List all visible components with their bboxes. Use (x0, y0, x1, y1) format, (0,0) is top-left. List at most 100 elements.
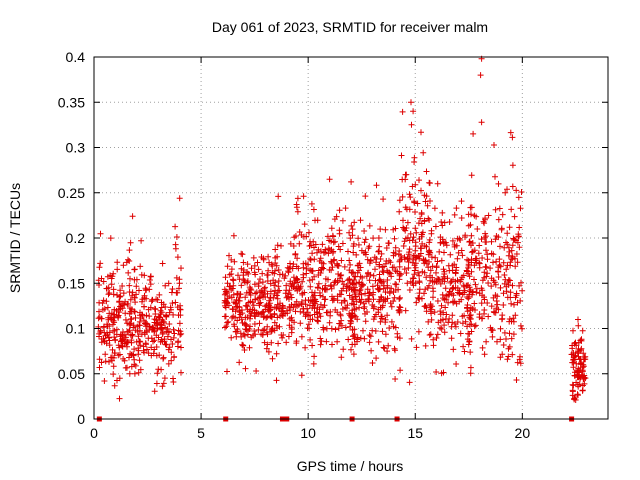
data-point (492, 236, 499, 243)
data-point (127, 296, 134, 303)
data-point (382, 331, 389, 338)
data-point (432, 223, 439, 230)
data-point (137, 309, 143, 316)
data-point (370, 296, 377, 303)
data-point (437, 239, 444, 246)
data-point (272, 260, 279, 266)
data-point (328, 258, 335, 265)
y-tick-label: 0.1 (66, 321, 86, 337)
data-point (427, 267, 434, 274)
data-point (175, 327, 182, 334)
data-point (357, 299, 364, 306)
data-point (228, 271, 235, 277)
data-point (411, 199, 418, 206)
data-point (390, 323, 397, 330)
data-point (252, 313, 259, 320)
data-point (135, 369, 142, 376)
data-point (509, 242, 516, 249)
data-point (416, 272, 423, 279)
data-point (159, 260, 166, 267)
data-point (169, 286, 176, 292)
data-point (407, 230, 414, 237)
y-tick-label: 0.35 (58, 94, 85, 110)
data-point (335, 271, 342, 277)
data-point (152, 311, 159, 317)
data-point (581, 375, 587, 382)
data-point (500, 342, 507, 348)
data-point (326, 319, 333, 326)
data-point (375, 248, 382, 255)
data-point (366, 332, 373, 339)
data-point (330, 248, 337, 255)
data-point (467, 315, 474, 322)
data-point (307, 257, 314, 263)
data-point (320, 324, 327, 331)
data-point (441, 271, 448, 277)
data-point (357, 217, 364, 224)
y-tick-label: 0 (77, 411, 85, 427)
data-point (405, 265, 412, 271)
data-point (270, 277, 277, 284)
data-point (256, 300, 263, 307)
data-point (416, 177, 422, 184)
data-point (578, 345, 585, 352)
data-point (408, 99, 414, 106)
data-point (465, 330, 472, 337)
data-point (158, 336, 165, 343)
data-point (495, 216, 502, 223)
data-point (114, 259, 121, 266)
data-point (406, 379, 413, 386)
data-point (154, 325, 161, 332)
data-point (114, 377, 120, 384)
data-point (498, 225, 505, 232)
data-point (494, 301, 501, 308)
data-point (302, 313, 309, 320)
data-point (316, 258, 323, 264)
data-point (307, 267, 314, 274)
data-point (457, 237, 464, 243)
data-point (485, 280, 492, 286)
data-point (300, 233, 307, 240)
data-point (135, 333, 142, 340)
data-point (445, 299, 452, 306)
data-point (237, 311, 244, 318)
data-point (336, 230, 343, 237)
data-point (570, 353, 577, 360)
data-point (407, 194, 414, 201)
data-point (413, 229, 420, 236)
data-point (158, 325, 165, 332)
data-point (465, 282, 472, 289)
data-point (385, 342, 392, 349)
data-point (487, 265, 494, 272)
data-point (246, 326, 253, 332)
data-point (443, 293, 450, 299)
data-point (123, 259, 130, 266)
data-point (395, 307, 402, 314)
data-point (578, 360, 584, 367)
data-point (482, 230, 489, 237)
data-point (317, 292, 324, 299)
data-point (366, 243, 373, 250)
data-point (177, 331, 184, 338)
data-point (224, 319, 231, 326)
data-point (304, 325, 311, 332)
data-point (224, 263, 231, 270)
data-point (579, 382, 586, 389)
data-point (262, 303, 269, 310)
data-point (320, 304, 326, 311)
data-point (228, 256, 235, 263)
data-point (462, 234, 468, 240)
data-point (401, 266, 408, 273)
data-point (238, 250, 245, 257)
data-point (352, 286, 359, 293)
data-point (577, 337, 584, 344)
data-point (438, 219, 445, 225)
data-point (473, 259, 480, 266)
data-point (305, 321, 312, 328)
data-point (162, 341, 169, 348)
data-point (323, 309, 330, 316)
data-point (412, 209, 418, 215)
data-point (446, 219, 453, 225)
data-point (507, 289, 514, 296)
data-point (294, 276, 301, 283)
